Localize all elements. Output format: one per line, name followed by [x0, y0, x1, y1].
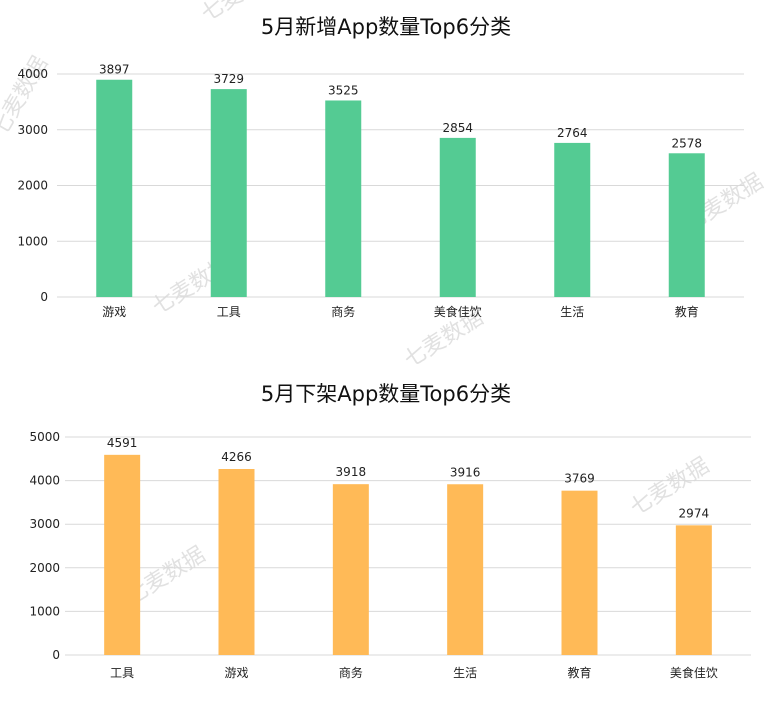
data-label: 2578 [671, 136, 702, 150]
data-label: 3916 [450, 465, 481, 479]
x-tick-label: 美食佳饮 [434, 304, 482, 319]
bar [332, 484, 369, 655]
x-tick-label: 生活 [560, 305, 584, 319]
x-tick-label: 商务 [331, 304, 355, 319]
y-tick-label: 1000 [17, 234, 48, 248]
data-label: 4591 [107, 436, 138, 450]
y-tick-label: 0 [40, 290, 48, 304]
bar [96, 79, 133, 297]
bar [325, 100, 362, 297]
bar [439, 137, 476, 297]
y-tick-label: 5000 [29, 430, 60, 444]
x-tick-label: 生活 [453, 666, 477, 680]
bar [104, 454, 141, 655]
data-label: 2764 [557, 126, 588, 140]
data-label: 3918 [336, 465, 367, 479]
data-label: 3525 [328, 83, 359, 97]
x-tick-label: 游戏 [224, 666, 248, 680]
y-tick-label: 4000 [17, 67, 48, 81]
bar [447, 484, 484, 655]
x-tick-label: 工具 [217, 305, 241, 319]
y-tick-label: 2000 [17, 179, 48, 193]
chart-title: 5月新增App数量Top6分类 [261, 15, 511, 39]
y-tick-label: 3000 [29, 517, 60, 531]
data-label: 2854 [442, 121, 473, 135]
x-tick-label: 商务 [339, 665, 363, 680]
y-tick-label: 0 [52, 648, 60, 662]
x-tick-label: 工具 [110, 666, 134, 680]
data-label: 3897 [99, 63, 130, 77]
bar [210, 89, 247, 298]
y-tick-label: 1000 [29, 604, 60, 618]
x-tick-label: 美食佳饮 [670, 665, 718, 680]
data-label: 2974 [679, 506, 710, 520]
x-tick-label: 教育 [675, 304, 699, 319]
data-label: 3769 [564, 472, 595, 486]
data-label: 3729 [213, 72, 244, 86]
y-tick-label: 4000 [29, 474, 60, 488]
new-apps-chart: 5月新增App数量Top6分类 0 1000 2000 3000 4000 3897 游戏 3… [17, 15, 744, 319]
x-tick-label: 教育 [567, 665, 591, 680]
bar [675, 525, 712, 655]
bar [668, 153, 705, 297]
removed-apps-chart: 5月下架App数量Top6分类 0 1000 2000 3000 4000 5000 459… [29, 382, 751, 680]
y-tick-label: 2000 [29, 561, 60, 575]
chart-title: 5月下架App数量Top6分类 [261, 382, 511, 406]
x-tick-label: 游戏 [102, 305, 126, 319]
bar [218, 469, 255, 655]
y-tick-label: 3000 [17, 123, 48, 137]
bar [561, 490, 598, 655]
bar [554, 142, 591, 297]
data-label: 4266 [221, 450, 252, 464]
